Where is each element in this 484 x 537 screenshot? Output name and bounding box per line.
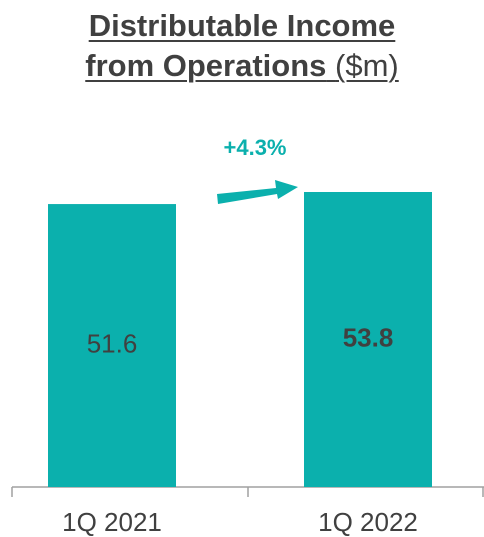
chart-title: Distributable Income from Operations: [85, 8, 396, 83]
chart-title-block: Distributable Income from Operations ($m…: [62, 6, 422, 86]
x-tick-label: 1Q 2021: [62, 507, 162, 537]
annotation: +4.3%: [224, 135, 287, 160]
bar: [48, 204, 176, 487]
growth-arrow: [217, 180, 298, 204]
data-label: 51.6: [87, 328, 138, 358]
bar: [304, 192, 432, 487]
chart-title-unit: ($m): [335, 48, 399, 83]
data-label: 53.8: [343, 322, 394, 352]
x-tick-label: 1Q 2022: [318, 507, 418, 537]
